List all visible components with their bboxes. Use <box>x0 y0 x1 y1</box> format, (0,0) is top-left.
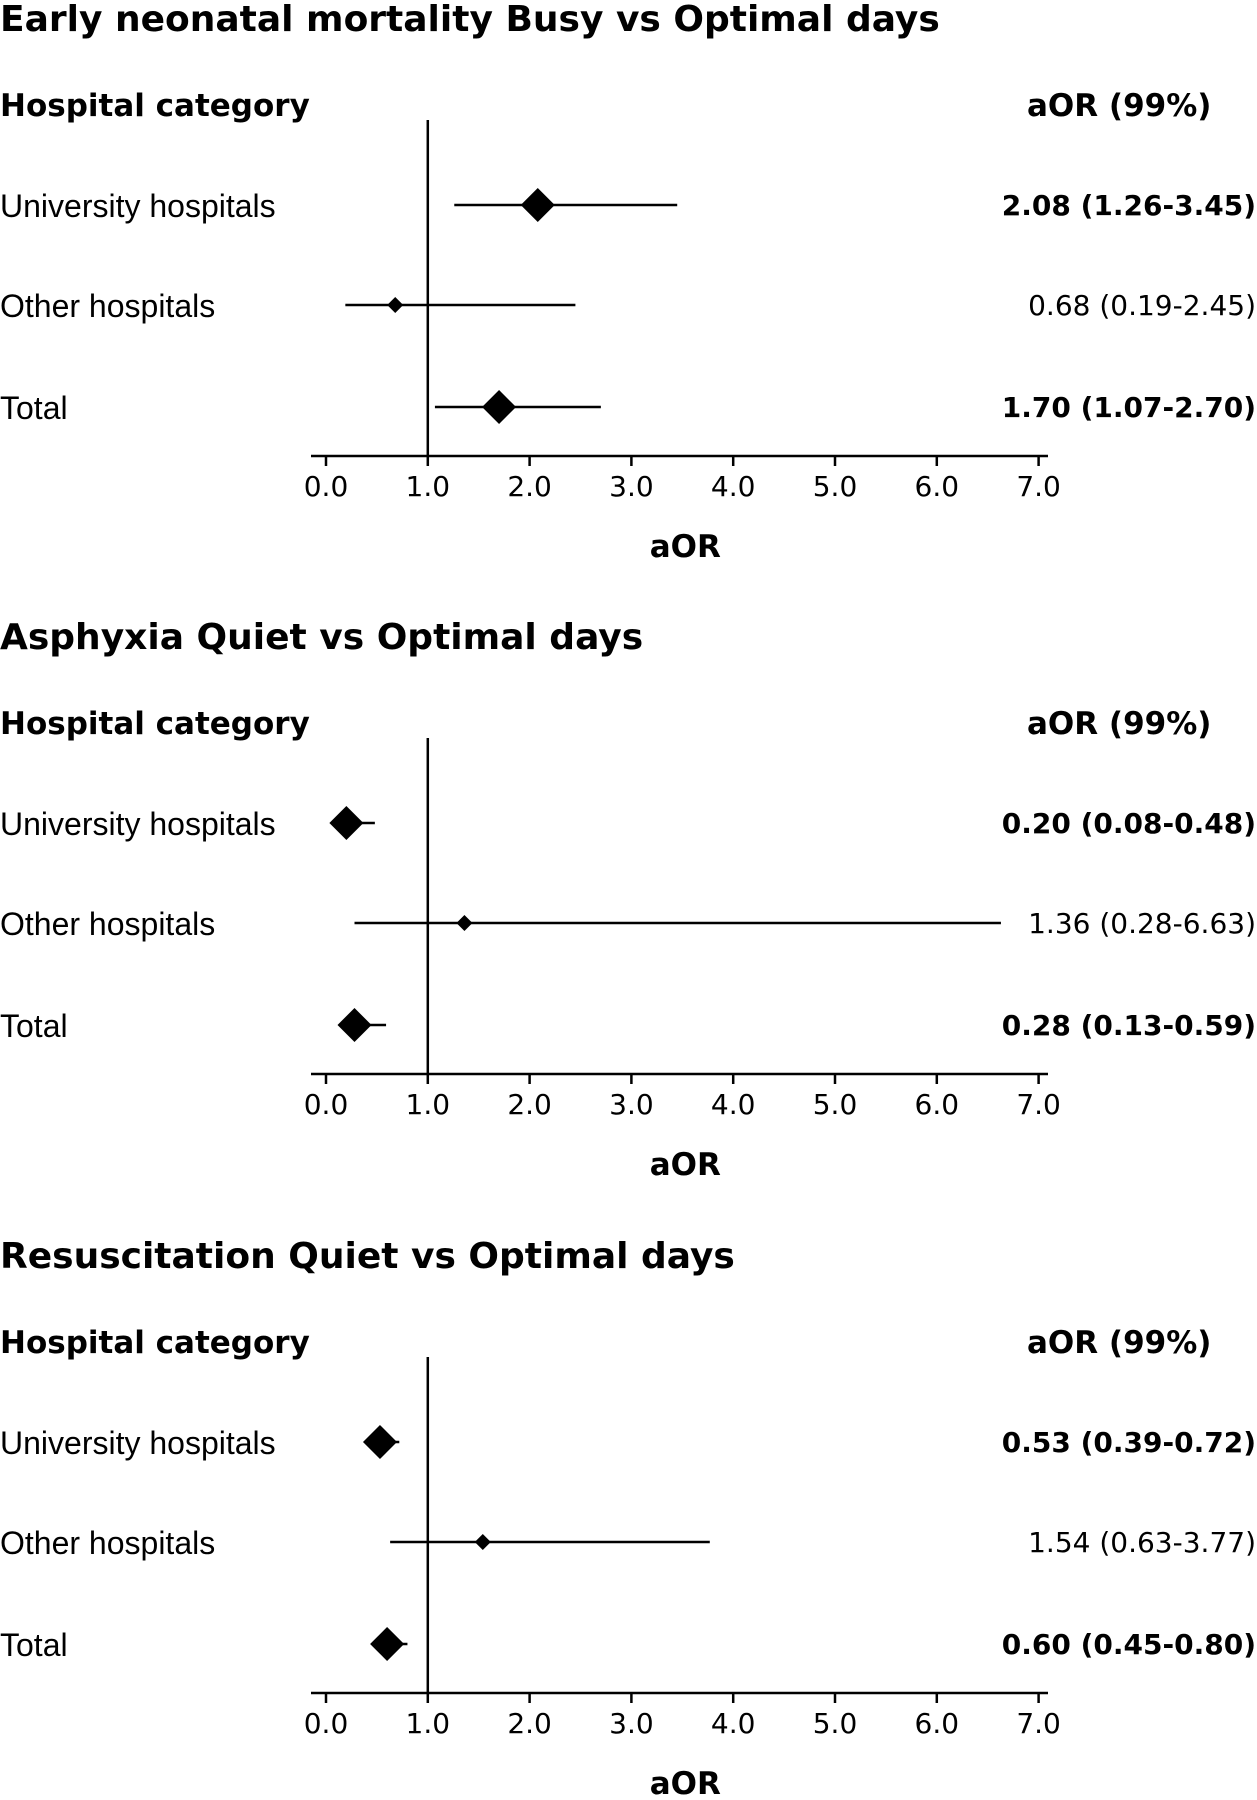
x-tick-label: 1.0 <box>406 470 451 503</box>
row-label: University hospitals <box>0 188 276 224</box>
forest-panel-1: Early neonatal mortality Busy vs Optimal… <box>0 0 1256 565</box>
row-label: Total <box>0 390 68 426</box>
row-header: Hospital category <box>0 1325 310 1361</box>
row-value-text: 0.53 (0.39-0.72) <box>1002 1426 1256 1459</box>
x-tick-label: 2.0 <box>507 470 552 503</box>
x-tick-label: 7.0 <box>1016 1707 1061 1740</box>
row-label: Total <box>0 1008 68 1044</box>
x-tick-label: 3.0 <box>609 1707 654 1740</box>
point-estimate-marker <box>520 188 555 222</box>
row-label: University hospitals <box>0 1425 276 1461</box>
x-tick-label: 7.0 <box>1016 470 1061 503</box>
x-tick-label: 1.0 <box>406 1707 451 1740</box>
value-header: aOR (99%) <box>1027 706 1211 742</box>
row-value-text: 0.68 (0.19-2.45) <box>1028 289 1256 322</box>
x-tick-label: 6.0 <box>915 470 960 503</box>
x-tick-label: 6.0 <box>915 1707 960 1740</box>
x-tick-label: 5.0 <box>813 470 858 503</box>
row-value-text: 1.70 (1.07-2.70) <box>1002 391 1256 424</box>
x-tick-label: 4.0 <box>711 1088 756 1121</box>
point-estimate-marker <box>482 390 517 424</box>
x-axis-label: aOR <box>650 1766 721 1800</box>
point-estimate-marker <box>387 297 404 313</box>
row-value-text: 1.36 (0.28-6.63) <box>1028 907 1256 940</box>
x-axis-label: aOR <box>650 1147 721 1183</box>
row-label: Total <box>0 1627 68 1663</box>
point-estimate-marker <box>329 806 364 840</box>
row-label: University hospitals <box>0 806 276 842</box>
point-estimate-marker <box>362 1425 397 1459</box>
point-estimate-marker <box>456 915 473 931</box>
panel-title: Resuscitation Quiet vs Optimal days <box>0 1236 735 1277</box>
row-value-text: 0.20 (0.08-0.48) <box>1002 807 1256 840</box>
x-axis-label: aOR <box>650 529 721 565</box>
point-estimate-marker <box>337 1008 372 1042</box>
x-tick-label: 3.0 <box>609 1088 654 1121</box>
panel-title: Early neonatal mortality Busy vs Optimal… <box>0 0 940 40</box>
row-value-text: 0.28 (0.13-0.59) <box>1002 1009 1256 1042</box>
x-tick-label: 7.0 <box>1016 1088 1061 1121</box>
row-label: Other hospitals <box>0 906 215 942</box>
x-tick-label: 2.0 <box>507 1707 552 1740</box>
point-estimate-marker <box>370 1627 405 1661</box>
row-label: Other hospitals <box>0 288 215 324</box>
forest-panel-2: Asphyxia Quiet vs Optimal days Hospital c… <box>0 617 1256 1183</box>
point-estimate-marker <box>474 1534 491 1550</box>
row-value-text: 0.60 (0.45-0.80) <box>1002 1628 1256 1661</box>
x-tick-label: 1.0 <box>406 1088 451 1121</box>
row-header: Hospital category <box>0 88 310 124</box>
x-tick-label: 2.0 <box>507 1088 552 1121</box>
x-tick-label: 0.0 <box>304 1088 349 1121</box>
x-tick-label: 6.0 <box>915 1088 960 1121</box>
forest-panel-3: Resuscitation Quiet vs Optimal days Hospi… <box>0 1236 1256 1800</box>
row-label: Other hospitals <box>0 1525 215 1561</box>
x-tick-label: 0.0 <box>304 1707 349 1740</box>
x-tick-label: 4.0 <box>711 470 756 503</box>
panel-title: Asphyxia Quiet vs Optimal days <box>0 617 643 658</box>
row-header: Hospital category <box>0 706 310 742</box>
x-tick-label: 5.0 <box>813 1707 858 1740</box>
value-header: aOR (99%) <box>1027 1325 1211 1361</box>
x-tick-label: 3.0 <box>609 470 654 503</box>
row-value-text: 1.54 (0.63-3.77) <box>1028 1526 1256 1559</box>
row-value-text: 2.08 (1.26-3.45) <box>1002 189 1256 222</box>
value-header: aOR (99%) <box>1027 88 1211 124</box>
x-tick-label: 5.0 <box>813 1088 858 1121</box>
x-tick-label: 4.0 <box>711 1707 756 1740</box>
x-tick-label: 0.0 <box>304 470 349 503</box>
